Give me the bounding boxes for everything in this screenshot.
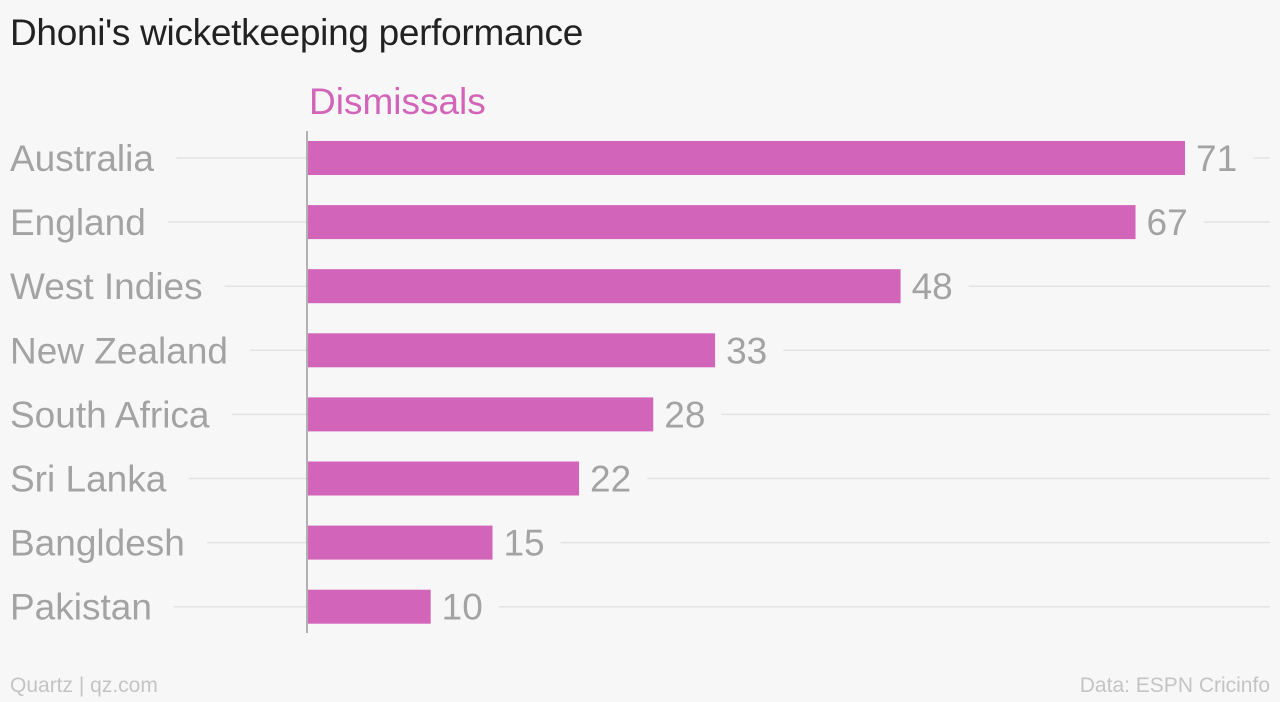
category-label: Australia: [10, 138, 154, 179]
value-label: 28: [664, 394, 705, 435]
category-label: Sri Lanka: [10, 459, 167, 500]
value-label: 71: [1196, 138, 1237, 179]
value-label: 10: [442, 587, 483, 628]
bar: [308, 205, 1136, 240]
value-label: 33: [726, 330, 767, 371]
series-label: Dismissals: [309, 81, 486, 122]
bar: [308, 461, 580, 496]
category-label: South Africa: [10, 394, 210, 435]
category-label: Bangldesh: [10, 523, 185, 564]
bar: [308, 333, 716, 368]
bar: [308, 525, 493, 560]
chart-title: Dhoni's wicketkeeping performance: [10, 12, 584, 53]
footer-credit: Quartz | qz.com: [10, 674, 158, 697]
bar: [308, 141, 1185, 175]
value-label: 15: [503, 523, 544, 564]
bar: [308, 269, 901, 304]
value-label: 48: [912, 266, 953, 307]
value-label: 22: [590, 459, 631, 500]
category-label: West Indies: [10, 266, 203, 307]
category-label: England: [10, 202, 146, 243]
footer-data-source: Data: ESPN Cricinfo: [1079, 674, 1270, 697]
category-label: Pakistan: [10, 587, 152, 628]
value-label: 67: [1147, 202, 1188, 243]
category-label: New Zealand: [10, 330, 228, 371]
bar: [308, 589, 431, 624]
bar: [308, 397, 654, 432]
